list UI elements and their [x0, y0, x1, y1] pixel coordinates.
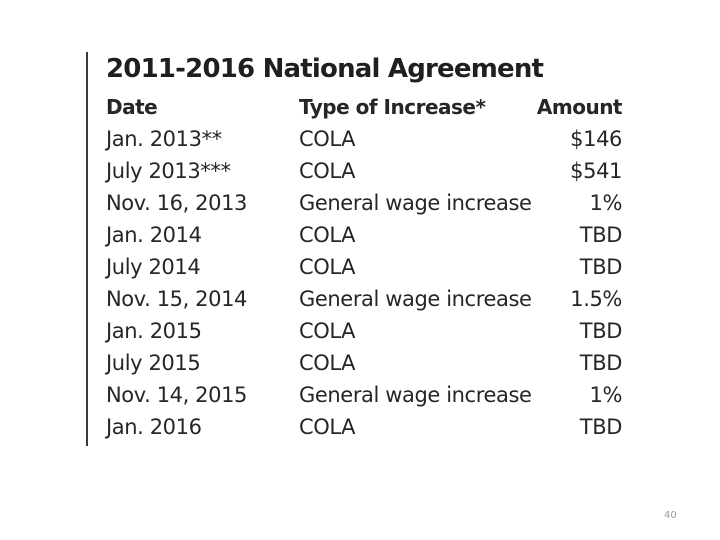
row-type: COLA — [299, 351, 356, 375]
header-date: Date — [106, 95, 158, 119]
row-date: Jan. 2015 — [106, 319, 202, 343]
row-date: Jan. 2016 — [106, 415, 202, 439]
table-row: Nov. 14, 2015 General wage increase 1% — [106, 379, 626, 411]
row-type: COLA — [299, 223, 356, 247]
row-amount: 1.5% — [570, 287, 622, 311]
table-row: Jan. 2015 COLA TBD — [106, 315, 626, 347]
row-type: COLA — [299, 319, 356, 343]
row-type: COLA — [299, 127, 356, 151]
row-date: Nov. 14, 2015 — [106, 383, 248, 407]
row-amount: TBD — [579, 415, 623, 439]
row-date: Jan. 2014 — [106, 223, 202, 247]
left-vertical-rule — [86, 52, 88, 446]
table-row: Nov. 15, 2014 General wage increase 1.5% — [106, 283, 626, 315]
row-amount: TBD — [579, 223, 623, 247]
row-date: July 2013*** — [106, 159, 231, 183]
row-type: General wage increase — [299, 287, 532, 311]
row-date: Jan. 2013** — [106, 127, 222, 151]
table-row: July 2013*** COLA $541 — [106, 155, 626, 187]
row-amount: 1% — [589, 383, 622, 407]
row-date: Nov. 16, 2013 — [106, 191, 248, 215]
header-amount: Amount — [536, 95, 623, 119]
row-amount: 1% — [589, 191, 622, 215]
table-header-row: Date Type of Increase* Amount — [106, 93, 626, 123]
table-row: Jan. 2013** COLA $146 — [106, 123, 626, 155]
row-type: General wage increase — [299, 191, 532, 215]
row-amount: $146 — [570, 127, 622, 151]
row-date: July 2014 — [106, 255, 201, 279]
page-number: 40 — [664, 510, 677, 521]
wage-increase-table: Date Type of Increase* Amount Jan. 2013*… — [106, 93, 626, 443]
header-type-of-increase: Type of Increase* — [299, 95, 486, 119]
row-amount: TBD — [579, 319, 623, 343]
table-row: Jan. 2014 COLA TBD — [106, 219, 626, 251]
row-date: Nov. 15, 2014 — [106, 287, 248, 311]
row-type: COLA — [299, 255, 356, 279]
row-type: General wage increase — [299, 383, 532, 407]
row-date: July 2015 — [106, 351, 201, 375]
table-row: Nov. 16, 2013 General wage increase 1% — [106, 187, 626, 219]
row-amount: TBD — [579, 351, 623, 375]
table-row: July 2015 COLA TBD — [106, 347, 626, 379]
row-type: COLA — [299, 159, 356, 183]
row-amount: TBD — [579, 255, 623, 279]
row-amount: $541 — [570, 159, 622, 183]
table-row: Jan. 2016 COLA TBD — [106, 411, 626, 443]
row-type: COLA — [299, 415, 356, 439]
table-row: July 2014 COLA TBD — [106, 251, 626, 283]
agreement-title: 2011-2016 National Agreement — [106, 54, 544, 84]
